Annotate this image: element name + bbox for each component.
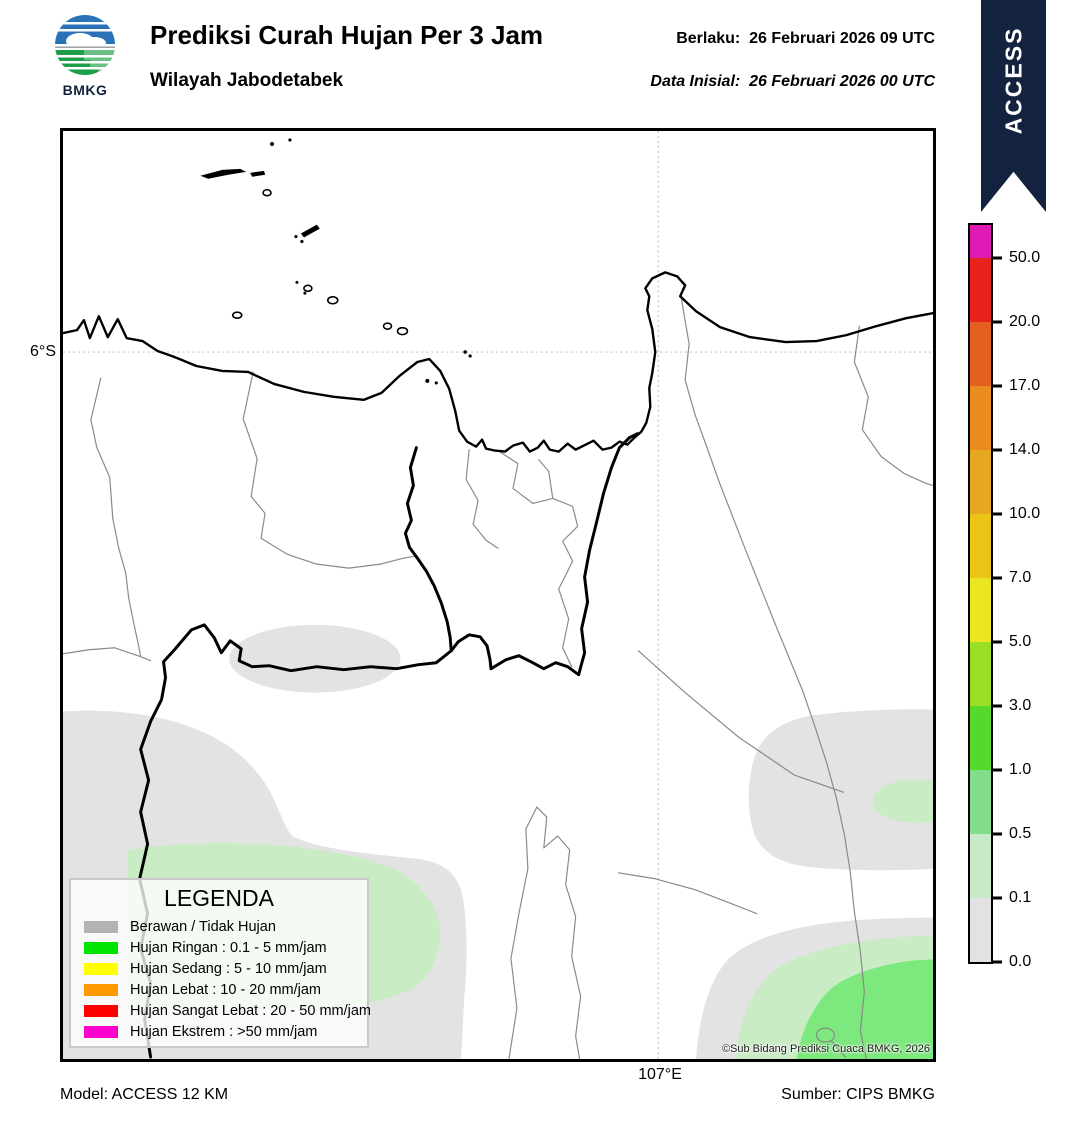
colorbar-tick — [993, 448, 1002, 452]
source-label: Sumber: CIPS BMKG — [781, 1086, 935, 1103]
map-legend: LEGENDA Berawan / Tidak Hujan Hujan Ring… — [69, 878, 371, 1048]
longitude-label: 107°E — [638, 1066, 682, 1083]
init-time: Data Inisial: 26 Februari 2026 00 UTC — [650, 73, 935, 91]
colorbar-tick-label: 0.0 — [1009, 953, 1032, 970]
colorbar-tick-label: 17.0 — [1009, 377, 1041, 394]
legend-label: Hujan Sangat Lebat : 20 - 50 mm/jam — [130, 1002, 371, 1019]
colorbar-tick — [993, 256, 1002, 260]
colorbar-segment — [970, 514, 991, 578]
colorbar-tick — [993, 384, 1002, 388]
legend-label: Hujan Ringan : 0.1 - 5 mm/jam — [130, 939, 327, 956]
legend-item: Hujan Ringan : 0.1 - 5 mm/jam — [71, 937, 367, 958]
colorbar-segment — [970, 322, 991, 386]
valid-time-label: Berlaku: — [676, 30, 741, 47]
islands — [200, 138, 472, 385]
colorbar-segment — [970, 834, 991, 898]
rainfall-colorbar: 50.0 20.0 17.0 14.0 10.0 7.0 5.0 3.0 1.0… — [968, 223, 1040, 970]
legend-title: LEGENDA — [164, 885, 274, 911]
map-panel: LEGENDA Berawan / Tidak Hujan Hujan Ring… — [60, 128, 936, 1062]
colorbar-tick-label: 5.0 — [1009, 633, 1032, 650]
colorbar-segment — [970, 898, 991, 962]
graticule — [63, 131, 933, 1059]
legend-item: Hujan Sedang : 5 - 10 mm/jam — [71, 958, 367, 979]
colorbar-tick-label: 0.1 — [1009, 889, 1032, 906]
colorbar-segment — [970, 706, 991, 770]
district-boundaries — [63, 296, 933, 1059]
copyright-note: ©Sub Bidang Prediksi Cuaca BMKG, 2026 — [721, 1043, 930, 1055]
page-subtitle: Wilayah Jabodetabek — [150, 70, 344, 91]
colorbar-tick-label: 50.0 — [1009, 249, 1041, 266]
colorbar-tick — [993, 640, 1002, 644]
legend-swatch-cloud — [84, 920, 118, 933]
legend-swatch-extreme-rain — [84, 1025, 118, 1038]
colorbar-segment — [970, 770, 991, 834]
colorbar-segment — [970, 225, 991, 258]
valid-time-value: 26 Februari 2026 09 UTC — [749, 30, 935, 47]
bmkg-logo-text: BMKG — [62, 82, 108, 98]
colorbar-tick-label: 3.0 — [1009, 697, 1032, 714]
latitude-label: 6°S — [30, 343, 56, 360]
colorbar-tick-label: 14.0 — [1009, 441, 1041, 458]
model-label: Model: ACCESS 12 KM — [60, 1086, 229, 1103]
legend-label: Hujan Lebat : 10 - 20 mm/jam — [130, 981, 322, 998]
colorbar-tick — [993, 768, 1002, 772]
coastline — [63, 271, 933, 453]
colorbar-tick — [993, 512, 1002, 516]
legend-item: Hujan Ekstrem : >50 mm/jam — [71, 1021, 367, 1042]
jabodetabek-boundary — [138, 432, 639, 1059]
colorbar-segment — [970, 642, 991, 706]
colorbar-segment — [970, 386, 991, 450]
colorbar-tick — [993, 896, 1002, 900]
legend-swatch-very-heavy-rain — [84, 1004, 118, 1017]
colorbar-segment — [970, 578, 991, 642]
bmkg-logo-icon — [55, 15, 115, 75]
legend-item: Berawan / Tidak Hujan — [71, 916, 367, 937]
legend-swatch-light-rain — [84, 941, 118, 954]
colorbar-tick-label: 1.0 — [1009, 761, 1032, 778]
colorbar-segment — [970, 450, 991, 514]
colorbar-tick — [993, 704, 1002, 708]
init-time-label: Data Inisial: — [650, 73, 741, 90]
colorbar-tick-label: 7.0 — [1009, 569, 1032, 586]
colorbar-tick — [993, 576, 1002, 580]
init-time-value: 26 Februari 2026 00 UTC — [749, 73, 935, 90]
colorbar-tick-label: 0.5 — [1009, 825, 1032, 842]
legend-label: Hujan Ekstrem : >50 mm/jam — [130, 1023, 318, 1040]
legend-swatch-moderate-rain — [84, 962, 118, 975]
legend-label: Berawan / Tidak Hujan — [130, 918, 276, 935]
legend-item: Hujan Lebat : 10 - 20 mm/jam — [71, 979, 367, 1000]
colorbar-tick-label: 10.0 — [1009, 505, 1041, 522]
legend-item: Hujan Sangat Lebat : 20 - 50 mm/jam — [71, 1000, 371, 1021]
page-title: Prediksi Curah Hujan Per 3 Jam — [150, 20, 544, 50]
access-ribbon: ACCESS — [981, 0, 1046, 212]
colorbar-tick — [993, 320, 1002, 324]
bmkg-logo: BMKG — [52, 14, 118, 98]
access-ribbon-label: ACCESS — [1000, 26, 1027, 134]
colorbar-tick-label: 20.0 — [1009, 313, 1041, 330]
colorbar-tick — [993, 960, 1002, 964]
legend-label: Hujan Sedang : 5 - 10 mm/jam — [130, 960, 327, 977]
colorbar-tick — [993, 832, 1002, 836]
legend-swatch-heavy-rain — [84, 983, 118, 996]
colorbar-segment — [970, 258, 991, 322]
valid-time: Berlaku: 26 Februari 2026 09 UTC — [676, 30, 935, 48]
